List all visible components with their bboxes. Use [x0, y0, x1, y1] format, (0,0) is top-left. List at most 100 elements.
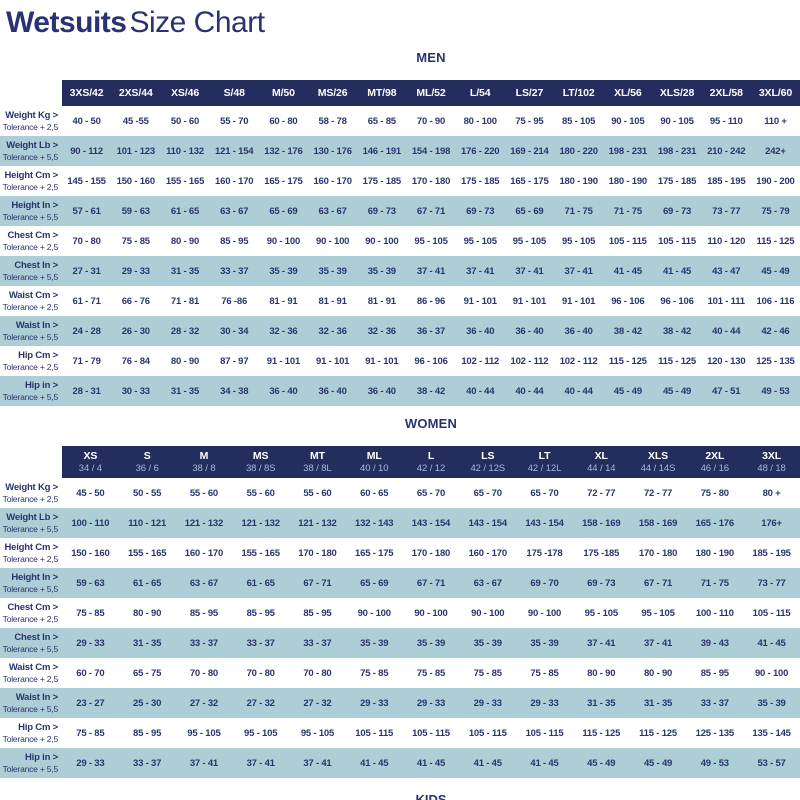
- men-column-header: MT/98: [357, 80, 407, 106]
- size-value-cell: 175 -185: [583, 547, 620, 559]
- men-table-row: Weight Lb > Tolerance + 5,5 90 - 112 101 - …: [0, 136, 800, 166]
- size-label: S: [143, 450, 151, 462]
- size-value-cell: 91 - 101: [315, 355, 350, 367]
- size-value-cell: 110 - 121: [128, 517, 167, 529]
- size-value-cell: 69 - 73: [367, 205, 396, 217]
- size-value-cell: 75 - 85: [76, 607, 105, 619]
- size-label: MS/26: [317, 87, 348, 99]
- row-label: Weight Kg > Tolerance + 2,5: [0, 482, 62, 504]
- size-value-cell: 32 - 36: [269, 325, 298, 337]
- size-value-cell: 67 - 71: [416, 205, 446, 217]
- size-value-cell: 40 - 44: [466, 385, 495, 397]
- size-value-cell: 36 - 40: [269, 385, 298, 397]
- size-value-cell: 101 - 111: [707, 295, 745, 307]
- size-value-cell: 23 - 27: [76, 697, 105, 709]
- size-value-cell: 75 - 95: [515, 115, 544, 127]
- size-value-cell: 95 - 105: [244, 727, 278, 739]
- size-value-cell: 65 - 85: [367, 115, 396, 127]
- size-value-cell: 85 - 95: [220, 235, 249, 247]
- size-value-cell: 155 - 165: [165, 175, 205, 187]
- row-label: Chest Cm > Tolerance + 2,5: [0, 230, 62, 252]
- size-value-cell: 61 - 71: [72, 295, 101, 307]
- size-value-cell: 60 - 70: [76, 667, 105, 679]
- size-label: M: [199, 450, 209, 462]
- size-value-cell: 75 - 85: [416, 667, 446, 679]
- measurement-label: Chest Cm >: [7, 230, 58, 241]
- men-table-row: Waist In > Tolerance + 5,5 24 - 28 26 - 30 2…: [0, 316, 800, 346]
- size-value-cell: 65 - 69: [360, 577, 389, 589]
- measurement-label: Height In >: [11, 572, 58, 583]
- page-title-brand: Wetsuits: [6, 6, 127, 39]
- size-value-cell: 115 - 125: [639, 727, 677, 739]
- women-table-row: Waist In > Tolerance + 5,5 23 - 27 25 - 30 2…: [0, 688, 800, 718]
- size-value-cell: 65 - 69: [515, 205, 544, 217]
- men-section: MEN 3XS/42 2XS/44 XS/46 S/48 M/50 MS/26 MT/98 ML…: [0, 50, 800, 406]
- size-value-cell: 70 - 80: [303, 667, 332, 679]
- size-value-cell: 91 - 101: [463, 295, 497, 307]
- size-label: 2XS/44: [118, 87, 153, 99]
- size-value-cell: 70 - 90: [416, 115, 446, 127]
- measurement-label: Height Cm >: [4, 542, 59, 553]
- size-value-cell: 90 - 100: [266, 235, 301, 247]
- size-value-cell: 121 - 132: [184, 517, 224, 529]
- size-value-cell: 143 - 154: [525, 517, 564, 529]
- size-value-cell: 69 - 73: [587, 577, 616, 589]
- tolerance-label: Tolerance + 5,5: [2, 584, 59, 594]
- size-value-cell: 175 - 185: [461, 175, 500, 187]
- size-value-cell: 170 - 180: [411, 547, 451, 559]
- size-value-cell: 170 - 180: [411, 175, 451, 187]
- size-value-cell: 155 - 165: [241, 547, 281, 559]
- women-table: XS 34 / 4 S 36 / 6 M 38 / 8 MS 38 / 8S MT 38 / 8L…: [0, 446, 800, 778]
- tolerance-label: Tolerance + 2,5: [2, 614, 59, 624]
- size-value-cell: 45 - 49: [587, 757, 616, 769]
- size-value-cell: 90 - 105: [660, 115, 694, 127]
- size-value-cell: 41 - 45: [757, 637, 786, 649]
- size-value-cell: 73 - 77: [712, 205, 741, 217]
- size-value-cell: 170 - 180: [638, 547, 678, 559]
- women-table-row: Hip Cm > Tolerance + 2,5 75 - 85 85 - 95 95 …: [0, 718, 800, 748]
- size-value-cell: 90 - 100: [357, 607, 391, 619]
- size-value-cell: 75 - 80: [700, 487, 729, 499]
- size-value-cell: 70 - 80: [72, 235, 101, 247]
- size-value-cell: 55 - 70: [220, 115, 249, 127]
- men-table-row: Chest Cm > Tolerance + 2,5 70 - 80 75 - 85 8…: [0, 226, 800, 256]
- size-value-cell: 45 - 49: [643, 757, 673, 769]
- men-table: 3XS/42 2XS/44 XS/46 S/48 M/50 MS/26 MT/98 ML/52…: [0, 80, 800, 406]
- row-label: Hip in > Tolerance + 5,5: [0, 752, 62, 774]
- size-value-cell: 27 - 32: [189, 697, 218, 709]
- size-value-cell: 35 - 39: [530, 637, 559, 649]
- size-value-cell: 67 - 71: [416, 577, 446, 589]
- size-value-cell: 40 - 50: [72, 115, 101, 127]
- size-value-cell: 125 - 135: [756, 355, 795, 367]
- women-table-row: Chest Cm > Tolerance + 2,5 75 - 85 80 - 90 8…: [0, 598, 800, 628]
- size-value-cell: 65 - 70: [473, 487, 502, 499]
- men-column-header: LS/27: [504, 80, 555, 106]
- size-value-cell: 110 - 132: [166, 145, 204, 157]
- women-column-header: XL 44 / 14: [572, 446, 630, 478]
- men-header-row: 3XS/42 2XS/44 XS/46 S/48 M/50 MS/26 MT/98 ML/52…: [0, 80, 800, 106]
- size-label: MT/98: [367, 87, 397, 99]
- size-value-cell: 24 - 28: [72, 325, 101, 337]
- women-table-row: Height In > Tolerance + 5,5 59 - 63 61 - 65…: [0, 568, 800, 598]
- size-value-cell: 45 - 49: [613, 385, 642, 397]
- row-label: Chest In > Tolerance + 5,5: [0, 632, 62, 654]
- size-value-cell: 45 - 50: [76, 487, 105, 499]
- size-number-label: 42 / 12: [416, 463, 446, 474]
- size-value-cell: 32 - 36: [318, 325, 347, 337]
- size-value-cell: 71 - 79: [72, 355, 101, 367]
- tolerance-label: Tolerance + 5,5: [2, 704, 59, 714]
- men-column-header: XLS/28: [652, 80, 702, 106]
- size-label: XS/46: [170, 87, 200, 99]
- size-value-cell: 45 - 49: [761, 265, 790, 277]
- women-table-row: Hip in > Tolerance + 5,5 29 - 33 33 - 37 37 …: [0, 748, 800, 778]
- size-value-cell: 59 - 63: [121, 205, 150, 217]
- size-value-cell: 132 - 143: [355, 517, 394, 529]
- size-value-cell: 47 - 51: [712, 385, 741, 397]
- size-value-cell: 33 - 37: [700, 697, 729, 709]
- size-value-cell: 143 - 154: [468, 517, 508, 529]
- men-table-row: Height In > Tolerance + 5,5 57 - 61 59 - 63…: [0, 196, 800, 226]
- measurement-label: Height Cm >: [4, 170, 59, 181]
- size-value-cell: 42 - 46: [761, 325, 790, 337]
- size-value-cell: 31 - 35: [170, 265, 200, 277]
- size-value-cell: 85 - 95: [700, 667, 729, 679]
